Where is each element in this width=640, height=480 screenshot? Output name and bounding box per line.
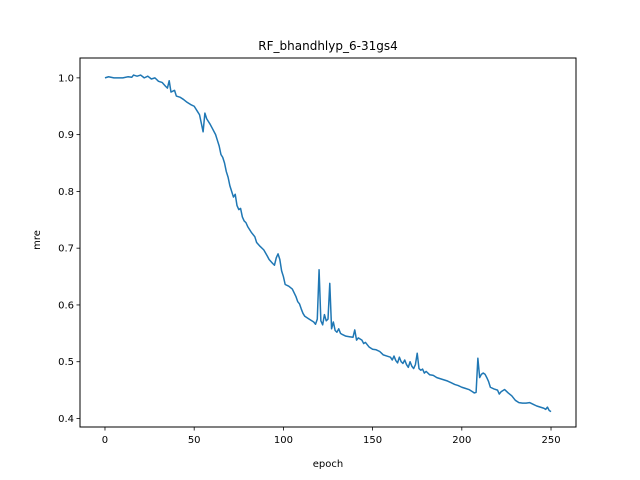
axes-frame [79, 57, 577, 428]
y-tick-label: 0.9 [58, 130, 74, 141]
y-tick-label: 0.7 [58, 244, 74, 255]
x-tick-label: 150 [363, 435, 382, 446]
y-axis-ticks: 0.4 0.5 0.6 0.7 0.8 0.9 1.0 [58, 73, 80, 425]
y-tick-label: 0.5 [58, 357, 74, 368]
y-tick-label: 0.6 [58, 300, 74, 311]
x-tick-label: 0 [102, 435, 108, 446]
y-tick-label: 0.8 [58, 187, 74, 198]
x-axis-label: epoch [313, 459, 343, 470]
x-tick-label: 100 [274, 435, 293, 446]
chart-title: RF_bhandhlyp_6-31gs4 [258, 39, 397, 53]
series-line-0 [104, 74, 552, 413]
x-tick-label: 200 [452, 435, 471, 446]
x-tick-label: 250 [541, 435, 560, 446]
x-tick-label: 50 [188, 435, 201, 446]
x-axis-ticks: 0 50 100 150 200 250 [102, 427, 561, 446]
plot-area [104, 74, 552, 413]
y-tick-label: 1.0 [58, 73, 74, 84]
y-tick-label: 0.4 [58, 414, 74, 425]
y-axis-label: mre [32, 230, 43, 250]
